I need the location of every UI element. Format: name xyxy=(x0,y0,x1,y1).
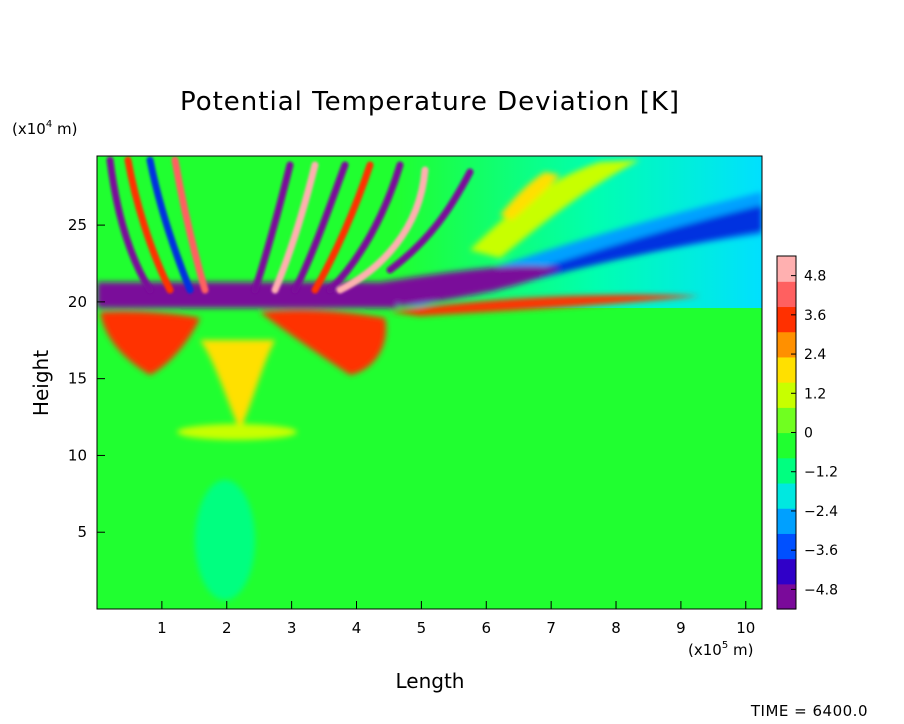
cool-plume xyxy=(195,480,255,600)
x-tick-label: 3 xyxy=(287,619,297,637)
colorbar-tick-label: 1.2 xyxy=(804,386,826,402)
plot-area xyxy=(97,156,762,609)
warm-column xyxy=(200,340,275,430)
colorbar-swatch xyxy=(777,457,796,484)
chart-title: Potential Temperature Deviation [K] xyxy=(180,87,680,117)
x-unit-label: (x105 m) xyxy=(688,640,753,659)
wave-front xyxy=(146,156,194,294)
wave-front xyxy=(336,166,429,294)
colorbar-swatch xyxy=(777,382,796,408)
warm-tongue xyxy=(390,294,700,316)
colorbar-tick-label: 4.8 xyxy=(804,269,826,285)
x-tick-label: 1 xyxy=(157,619,167,637)
time-label: TIME = 6400.0 xyxy=(750,702,868,720)
cold-tongue-right xyxy=(380,265,560,306)
x-axis-label: Length xyxy=(396,669,465,693)
colorbar-tick-label: 3.6 xyxy=(804,308,826,324)
x-tick-label: 8 xyxy=(611,619,621,637)
colorbar-swatch xyxy=(777,533,796,560)
y-tick-label: 5 xyxy=(77,523,87,541)
wave-front xyxy=(251,161,294,294)
warm-lobe-1 xyxy=(100,311,200,375)
upper-warm-core xyxy=(500,172,560,220)
wave-front xyxy=(171,156,209,294)
x-tick-label: 6 xyxy=(481,619,491,637)
y-tick-label: 20 xyxy=(68,293,87,311)
colorbar-tick-label: −3.6 xyxy=(804,543,838,559)
colorbar-swatch xyxy=(777,482,796,509)
colorbar-tick-label: 0 xyxy=(804,426,813,442)
wave-front xyxy=(386,168,474,274)
x-tick-label: 7 xyxy=(546,619,556,637)
wave-front xyxy=(326,161,404,294)
y-tick-label: 25 xyxy=(68,216,87,234)
colorbar-swatch xyxy=(777,558,796,585)
gravity-wave-fronts xyxy=(106,156,474,294)
colorbar-swatch xyxy=(777,281,796,308)
wave-front xyxy=(311,161,374,294)
colorbar-tick-label: 2.4 xyxy=(804,347,826,363)
x-tick-label: 2 xyxy=(222,619,232,637)
x-tick-label: 9 xyxy=(676,619,686,637)
wave-front xyxy=(106,156,154,294)
upper-warm-plume xyxy=(470,160,640,258)
colorbar-swatch xyxy=(777,331,796,358)
y-tick-label: 10 xyxy=(68,446,87,464)
colorbar-swatch xyxy=(777,508,796,534)
warm-patch xyxy=(177,424,297,440)
wave-front xyxy=(271,161,319,294)
x-tick-label: 4 xyxy=(352,619,362,637)
colorbar-swatch xyxy=(777,306,796,333)
plot-frame xyxy=(96,155,763,610)
colorbar: 4.8 3.6 2.4 1.2 0 −1.2 −2.4 −3.6 −4.8 xyxy=(776,255,838,610)
y-axis-label: Height xyxy=(29,350,53,416)
colorbar-tick-label: −1.2 xyxy=(804,465,838,481)
colorbar-swatch xyxy=(777,583,796,610)
y-tick-label: 15 xyxy=(68,370,87,388)
y-unit-label: (x104 m) xyxy=(12,119,77,138)
y-axis: 5 10 15 20 25 xyxy=(68,216,105,541)
colorbar-swatch xyxy=(777,407,796,434)
wave-front xyxy=(291,161,349,294)
colorbar-tick-label: −2.4 xyxy=(804,504,838,520)
colorbar-swatch xyxy=(777,356,796,383)
colorbar-tick-label: −4.8 xyxy=(804,582,838,598)
colorbar-swatch xyxy=(777,432,796,459)
warm-lobe-2 xyxy=(260,310,386,375)
x-axis: 1 2 3 4 5 6 7 8 9 10 xyxy=(157,601,755,637)
x-tick-label: 5 xyxy=(417,619,427,637)
wave-front xyxy=(124,156,174,294)
x-tick-label: 10 xyxy=(736,619,755,637)
colorbar-swatch xyxy=(777,256,796,282)
